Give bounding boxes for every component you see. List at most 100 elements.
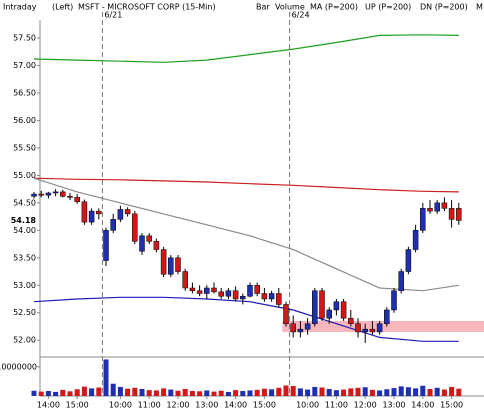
candle-body bbox=[182, 271, 188, 289]
volume-bar bbox=[182, 388, 188, 396]
candle-body bbox=[60, 191, 66, 197]
volume-bar bbox=[161, 388, 167, 396]
candle-body bbox=[88, 210, 95, 223]
y-tick-label: 57.50 bbox=[13, 34, 36, 43]
candle-body bbox=[110, 219, 116, 231]
candle-body bbox=[218, 291, 224, 297]
volume-bar bbox=[247, 390, 253, 396]
last-price-label: 54.18 bbox=[11, 216, 37, 225]
x-tick-label: 12:00 bbox=[354, 401, 377, 410]
candle-body bbox=[434, 202, 440, 212]
volume-bar bbox=[45, 391, 51, 396]
volume-bar bbox=[427, 388, 433, 396]
volume-bar bbox=[89, 388, 95, 396]
header-style: Bar bbox=[256, 3, 270, 12]
candle-body bbox=[276, 293, 282, 305]
volume-bar bbox=[434, 387, 440, 396]
candle-body bbox=[319, 290, 325, 319]
volume-bar bbox=[125, 388, 131, 396]
candle-body bbox=[456, 208, 462, 221]
volume-bar bbox=[348, 388, 354, 396]
header-mode: Intraday bbox=[3, 3, 37, 12]
volume-bar bbox=[305, 389, 311, 396]
x-tick-label: 15:00 bbox=[66, 401, 89, 410]
candle-body bbox=[427, 208, 433, 212]
volume-bar bbox=[81, 386, 87, 396]
volume-bar bbox=[420, 385, 426, 396]
volume-bar bbox=[254, 389, 260, 396]
candle-body bbox=[168, 257, 174, 275]
volume-bar bbox=[53, 391, 59, 396]
volume-bar bbox=[225, 391, 231, 396]
header-side: (Left) bbox=[52, 3, 73, 12]
volume-bar bbox=[146, 390, 152, 396]
candle-body bbox=[31, 193, 37, 197]
candle-body bbox=[189, 287, 196, 291]
volume-bar bbox=[211, 391, 217, 396]
y-tick-label: 55.00 bbox=[13, 171, 36, 180]
price-zone bbox=[282, 320, 484, 332]
volume-tick-label: 10000000 bbox=[0, 362, 37, 371]
candle-body bbox=[232, 290, 239, 300]
candle-body bbox=[146, 235, 152, 242]
candle-body bbox=[297, 328, 304, 333]
indicator-line bbox=[33, 296, 459, 342]
session-label: 6/24 bbox=[292, 11, 310, 20]
candle-body bbox=[254, 285, 260, 294]
candle-body bbox=[160, 249, 167, 275]
y-tick-label: 54.00 bbox=[13, 226, 36, 235]
candle-body bbox=[384, 309, 390, 324]
x-tick-label: 12:00 bbox=[166, 401, 189, 410]
volume-bar bbox=[405, 387, 411, 396]
session-label: 6/21 bbox=[104, 11, 122, 20]
candle-body bbox=[355, 323, 361, 333]
volume-bar bbox=[132, 387, 138, 396]
candle-body bbox=[448, 208, 455, 220]
volume-bar bbox=[369, 389, 375, 396]
y-tick-label: 52.00 bbox=[13, 336, 36, 345]
y-tick-label: 55.50 bbox=[13, 143, 36, 152]
y-tick-label: 54.50 bbox=[13, 198, 36, 207]
candle-body bbox=[261, 293, 268, 300]
y-tick-label: 57.00 bbox=[13, 61, 36, 70]
x-tick-label: 13:00 bbox=[382, 401, 405, 410]
candle-body bbox=[441, 202, 448, 209]
volume-bar bbox=[283, 385, 289, 396]
candle-body bbox=[362, 328, 368, 333]
candle-body bbox=[38, 193, 44, 196]
y-tick-label: 56.00 bbox=[13, 116, 36, 125]
candle-body bbox=[376, 323, 383, 333]
volume-bar bbox=[74, 389, 80, 396]
candle-body bbox=[391, 290, 397, 311]
x-tick-label: 14:00 bbox=[224, 401, 247, 410]
legend-entry: M bbox=[476, 3, 483, 12]
candle-body bbox=[398, 271, 404, 291]
candle-body bbox=[420, 208, 426, 231]
candle-body bbox=[326, 309, 332, 319]
volume-bar bbox=[326, 388, 332, 396]
volume-bar bbox=[441, 389, 447, 396]
volume-bar bbox=[197, 391, 203, 396]
volume-bar bbox=[204, 390, 210, 396]
candle-body bbox=[67, 196, 73, 198]
volume-bar bbox=[384, 389, 390, 396]
volume-bar bbox=[189, 391, 195, 396]
volume-bar bbox=[168, 389, 174, 396]
x-tick-label: 14:00 bbox=[37, 401, 60, 410]
x-tick-label: 15:00 bbox=[440, 401, 463, 410]
legend-entry: DN (P=200) bbox=[420, 3, 468, 12]
candle-body bbox=[304, 323, 311, 330]
volume-bar bbox=[377, 390, 383, 396]
x-tick-label: 10:00 bbox=[109, 401, 132, 410]
legend-entry: UP (P=200) bbox=[365, 3, 411, 12]
candle-body bbox=[340, 301, 347, 319]
volume-bar bbox=[362, 387, 368, 396]
volume-bar bbox=[413, 388, 419, 396]
volume-bar bbox=[297, 388, 303, 396]
x-tick-label: 10:00 bbox=[296, 401, 319, 410]
volume-bar bbox=[31, 390, 37, 396]
volume-bar bbox=[218, 390, 224, 396]
candle-body bbox=[225, 290, 232, 297]
